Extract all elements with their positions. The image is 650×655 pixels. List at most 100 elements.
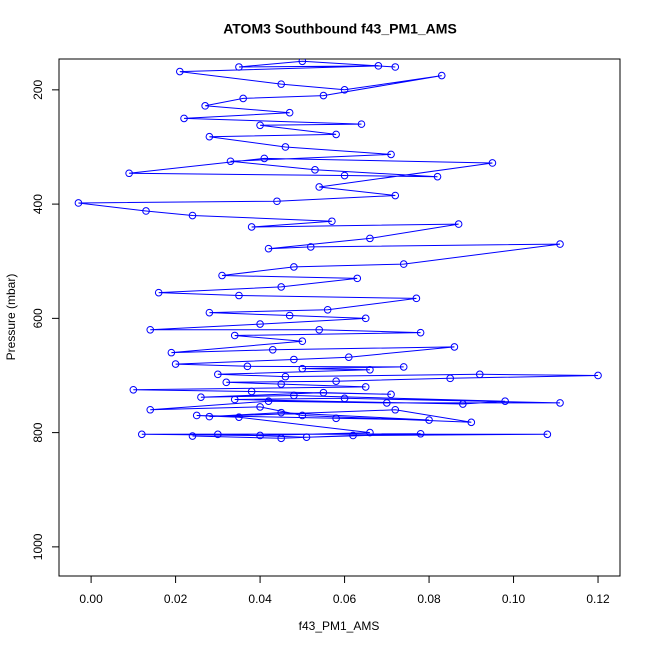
- data-point: [387, 150, 395, 159]
- data-point: [298, 59, 307, 66]
- data-point: [264, 397, 273, 405]
- data-point: [230, 331, 239, 340]
- y-tick-label: 1000: [31, 533, 45, 560]
- data-point: [433, 172, 442, 181]
- data-point: [340, 171, 349, 180]
- data-point: [142, 207, 150, 215]
- data-point: [277, 80, 286, 88]
- data-point: [446, 374, 454, 383]
- data-point: [239, 94, 247, 103]
- data-point: [306, 243, 315, 251]
- x-tick-label: 0.08: [417, 592, 441, 606]
- data-point: [391, 63, 400, 71]
- data-point: [340, 394, 349, 403]
- data-point: [290, 355, 298, 364]
- data-point: [201, 102, 209, 110]
- data-point: [349, 431, 357, 440]
- data-point: [226, 157, 235, 166]
- x-tick-label: 0.10: [502, 592, 526, 606]
- data-point: [205, 412, 214, 421]
- data-point: [361, 383, 370, 391]
- data-point: [290, 263, 298, 271]
- data-point: [235, 291, 243, 300]
- data-point: [450, 343, 459, 351]
- y-tick-label: 400: [31, 194, 45, 214]
- data-point: [281, 143, 290, 151]
- data-point: [277, 408, 286, 417]
- data-point: [247, 387, 256, 396]
- data-point: [205, 308, 214, 317]
- data-point: [454, 220, 463, 228]
- data-point: [273, 197, 281, 206]
- data-point: [268, 345, 277, 354]
- data-point: [285, 108, 294, 117]
- data-point: [328, 217, 336, 226]
- data-point: [167, 348, 176, 357]
- data-point: [391, 405, 400, 414]
- data-point: [383, 399, 391, 407]
- data-point: [264, 244, 273, 253]
- data-point: [188, 432, 197, 440]
- data-point: [180, 114, 188, 123]
- data-point: [188, 211, 197, 220]
- data-point: [230, 395, 239, 404]
- data-point: [260, 154, 269, 163]
- data-point: [281, 372, 290, 381]
- data-point: [459, 400, 467, 408]
- data-point: [290, 391, 298, 400]
- data-point: [556, 240, 564, 248]
- data-point: [256, 121, 264, 130]
- data-point: [353, 274, 362, 283]
- data-point: [488, 159, 497, 167]
- data-point: [332, 377, 340, 385]
- data-point: [332, 414, 340, 423]
- data-point: [222, 378, 231, 387]
- data-point: [137, 430, 146, 439]
- data-point: [340, 86, 349, 94]
- data-point: [154, 288, 163, 297]
- data-point: [344, 353, 353, 362]
- y-tick-label: 200: [31, 80, 45, 100]
- data-point: [171, 360, 180, 368]
- data-point: [192, 411, 201, 420]
- data-point: [277, 380, 286, 388]
- data-point: [437, 71, 446, 80]
- data-point: [399, 363, 408, 371]
- data-point: [129, 385, 138, 394]
- data-point: [501, 397, 509, 405]
- data-point: [323, 305, 332, 314]
- chart-title: ATOM3 Southbound f43_PM1_AMS: [223, 21, 457, 37]
- plot-frame: [58, 58, 621, 577]
- data-point: [319, 91, 328, 100]
- x-axis-label: f43_PM1_AMS: [299, 619, 380, 633]
- data-point: [235, 413, 243, 421]
- data-point: [176, 67, 184, 76]
- data-point: [387, 390, 395, 399]
- data-line: [78, 60, 599, 439]
- data-point: [357, 120, 366, 128]
- data-point: [467, 418, 476, 427]
- data-point: [412, 294, 421, 303]
- data-point: [277, 434, 286, 443]
- x-tick-label: 0.00: [79, 592, 103, 606]
- data-point: [425, 416, 433, 424]
- y-tick-label: 800: [31, 422, 45, 442]
- data-point: [243, 362, 252, 371]
- x-tick-label: 0.06: [333, 592, 357, 606]
- data-point: [374, 62, 383, 70]
- data-point: [319, 388, 328, 397]
- data-point: [298, 411, 307, 420]
- data-point: [366, 365, 374, 374]
- data-point: [366, 428, 374, 437]
- data-point: [214, 370, 222, 379]
- data-point: [285, 311, 294, 320]
- x-tick-label: 0.02: [164, 592, 188, 606]
- data-point: [197, 393, 205, 401]
- data-point: [361, 314, 370, 323]
- data-point: [256, 403, 264, 411]
- data-point: [235, 63, 243, 71]
- data-point: [543, 430, 552, 439]
- data-point: [302, 433, 311, 441]
